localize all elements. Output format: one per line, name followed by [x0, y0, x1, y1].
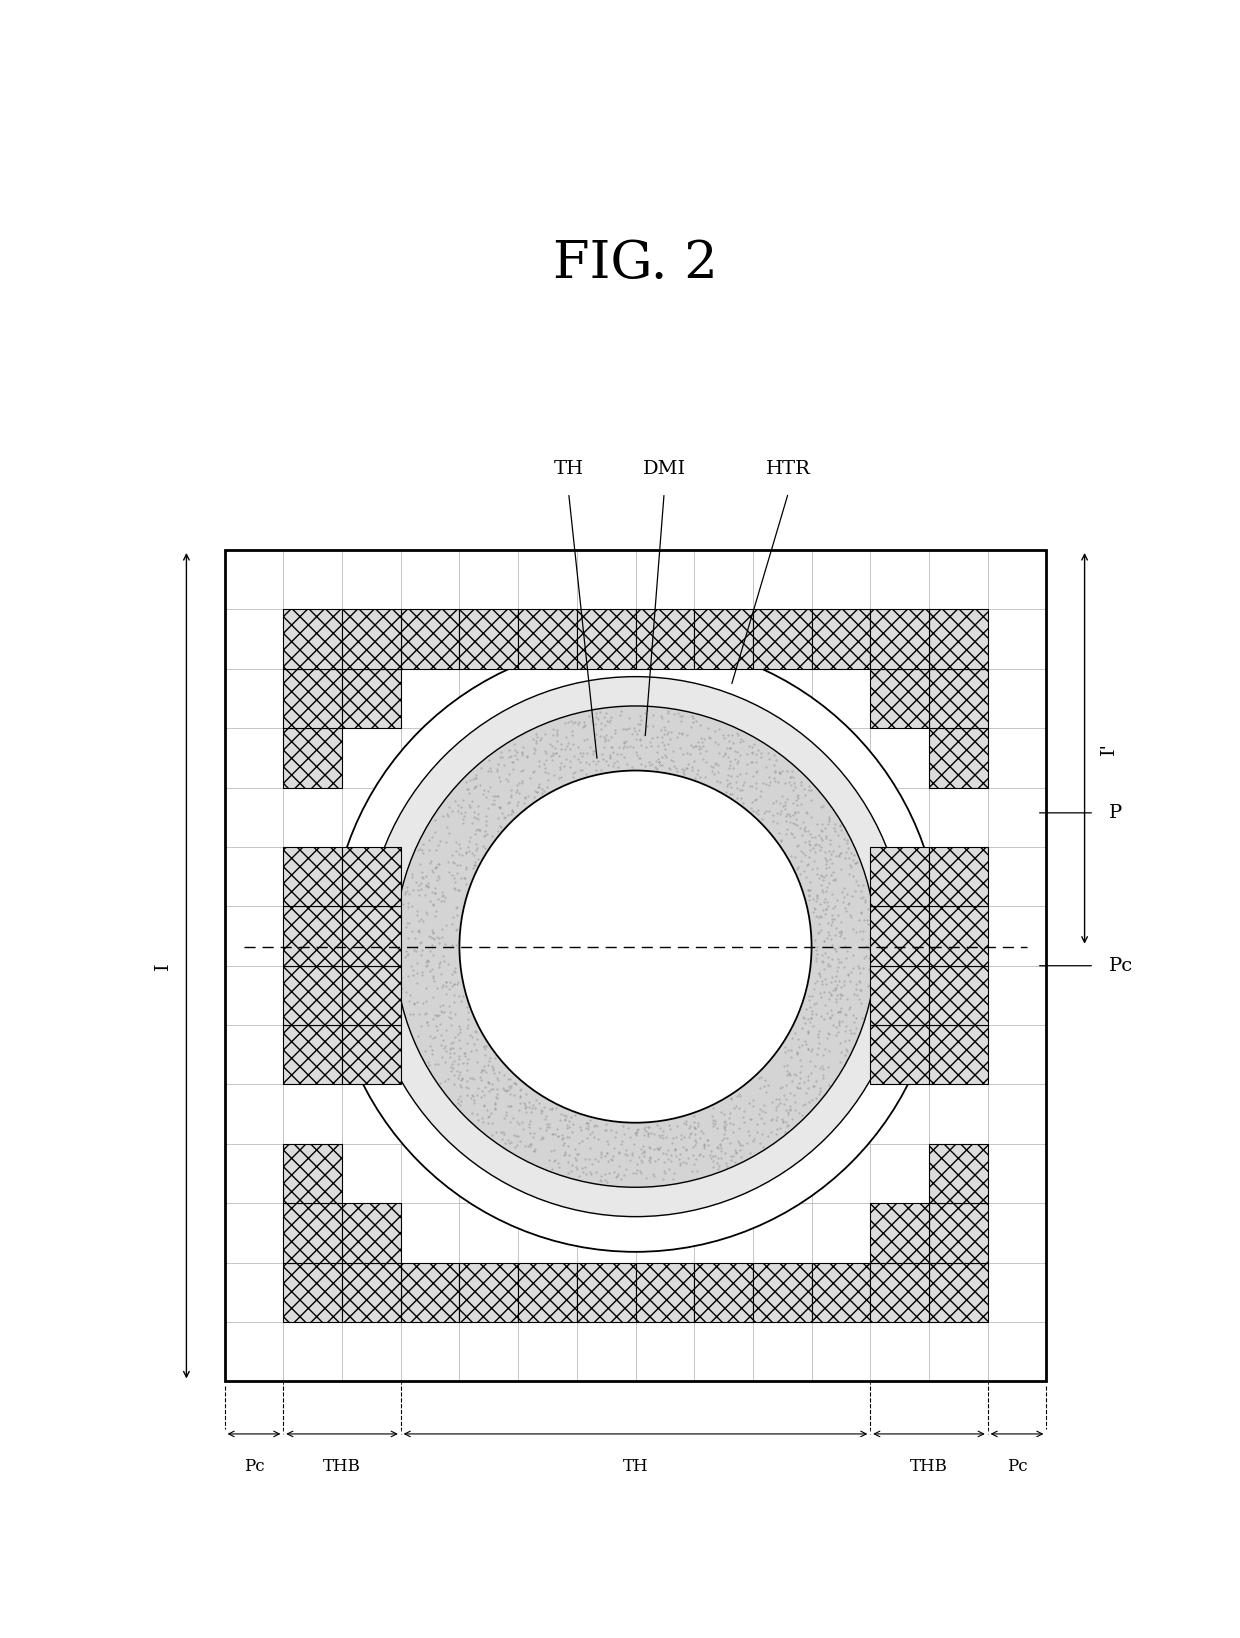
- Bar: [929, 1025, 988, 1084]
- Circle shape: [394, 706, 877, 1188]
- Bar: [753, 1263, 812, 1322]
- Bar: [283, 1143, 342, 1204]
- Bar: [283, 847, 342, 906]
- Bar: [342, 609, 401, 668]
- Bar: [870, 966, 929, 1025]
- Bar: [283, 609, 342, 668]
- Bar: [342, 1204, 401, 1263]
- Bar: [929, 609, 988, 668]
- Bar: [342, 966, 401, 1025]
- Text: Pc: Pc: [244, 1458, 264, 1474]
- Bar: [929, 1204, 988, 1263]
- Bar: [401, 609, 459, 668]
- Bar: [283, 906, 342, 966]
- Circle shape: [366, 676, 905, 1217]
- Text: I': I': [1100, 742, 1117, 755]
- Text: DMI: DMI: [642, 460, 686, 478]
- Bar: [812, 609, 870, 668]
- Text: Pc: Pc: [1007, 1458, 1027, 1474]
- Text: HTR: HTR: [766, 460, 811, 478]
- Bar: [459, 609, 518, 668]
- Bar: [577, 609, 635, 668]
- Bar: [870, 668, 929, 729]
- Bar: [812, 1263, 870, 1322]
- Circle shape: [459, 770, 812, 1122]
- Bar: [342, 1263, 401, 1322]
- Bar: [753, 609, 812, 668]
- Text: P: P: [1109, 804, 1122, 822]
- Text: THB: THB: [910, 1458, 947, 1474]
- Bar: [694, 1263, 753, 1322]
- Bar: [870, 847, 929, 906]
- Bar: [577, 1263, 635, 1322]
- Bar: [342, 906, 401, 966]
- Bar: [870, 906, 929, 966]
- Bar: [342, 1025, 401, 1084]
- Bar: [401, 1263, 459, 1322]
- Bar: [283, 1263, 342, 1322]
- Bar: [870, 609, 929, 668]
- Bar: [518, 609, 577, 668]
- Bar: [929, 1143, 988, 1204]
- Text: TH: TH: [553, 460, 584, 478]
- Bar: [342, 668, 401, 729]
- Bar: [283, 729, 342, 788]
- Bar: [870, 1204, 929, 1263]
- Bar: [870, 1263, 929, 1322]
- Bar: [870, 1025, 929, 1084]
- Bar: [635, 1263, 694, 1322]
- Bar: [283, 1025, 342, 1084]
- Bar: [635, 609, 694, 668]
- Text: FIG. 2: FIG. 2: [553, 238, 718, 288]
- Bar: [518, 1263, 577, 1322]
- Bar: [929, 847, 988, 906]
- Text: I: I: [154, 962, 171, 970]
- Bar: [929, 729, 988, 788]
- Text: Pc: Pc: [1109, 957, 1132, 975]
- Bar: [929, 906, 988, 966]
- Bar: [342, 847, 401, 906]
- Bar: [283, 1204, 342, 1263]
- Bar: [283, 668, 342, 729]
- Bar: [929, 668, 988, 729]
- Bar: [929, 966, 988, 1025]
- Bar: [459, 1263, 518, 1322]
- Bar: [224, 550, 1047, 1381]
- Circle shape: [330, 642, 941, 1251]
- Text: TH: TH: [622, 1458, 649, 1474]
- Text: THB: THB: [324, 1458, 361, 1474]
- Bar: [283, 966, 342, 1025]
- Bar: [694, 609, 753, 668]
- Bar: [929, 1263, 988, 1322]
